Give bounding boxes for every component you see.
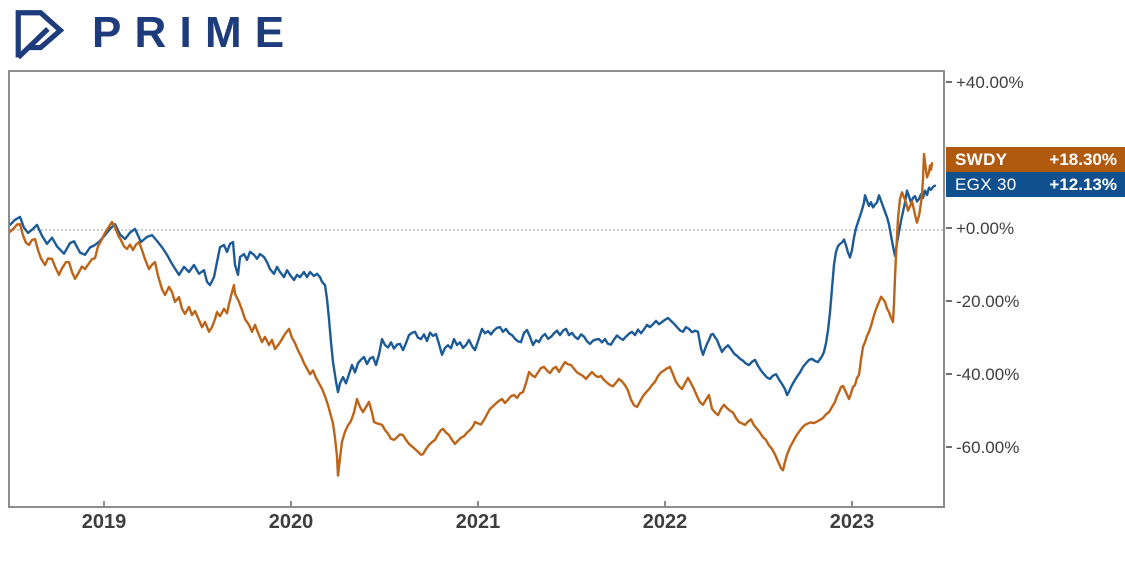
- x-axis-label: 2023: [829, 511, 875, 533]
- y-axis-tick: [946, 373, 952, 375]
- chart-plot-area[interactable]: [8, 70, 945, 508]
- series-line-egx30: [10, 184, 937, 397]
- x-axis-label: 2019: [81, 511, 127, 533]
- brand-header: PRIME: [10, 4, 297, 62]
- y-axis-tick: [946, 300, 952, 302]
- x-axis-label: 2020: [268, 511, 314, 533]
- y-axis-label: +0.00%: [956, 219, 1015, 238]
- y-axis-label: +40.00%: [956, 73, 1024, 92]
- legend-row-swdy: SWDY +18.30%: [946, 147, 1125, 172]
- series-line-swdy: [10, 152, 934, 477]
- brand-name: PRIME: [92, 8, 298, 57]
- y-axis-tick: [946, 227, 952, 229]
- price-series-lines: [10, 152, 937, 477]
- legend-row-egx30: EGX 30 +12.13%: [946, 172, 1125, 197]
- prime-logo-icon: [15, 10, 65, 59]
- x-axis-tick: [664, 501, 666, 507]
- chart-legend: SWDY +18.30% EGX 30 +12.13%: [946, 147, 1125, 197]
- y-axis-tick: [946, 446, 952, 448]
- legend-series-name: SWDY: [955, 150, 1008, 169]
- x-axis-tick: [103, 501, 105, 507]
- y-axis-label: -60.00%: [956, 438, 1020, 457]
- zero-percent-gridline: [10, 229, 943, 231]
- x-axis-tick: [290, 501, 292, 507]
- x-axis-tick: [477, 501, 479, 507]
- y-axis-tick: [946, 81, 952, 83]
- legend-series-change: +12.13%: [1049, 175, 1117, 194]
- x-axis-tick: [851, 501, 853, 507]
- legend-series-change: +18.30%: [1049, 150, 1117, 169]
- x-axis-label: 2021: [455, 511, 501, 533]
- y-axis-label: -40.00%: [956, 365, 1020, 384]
- legend-series-name: EGX 30: [955, 175, 1017, 194]
- x-axis-label: 2022: [642, 511, 688, 533]
- y-axis-label: -20.00%: [956, 292, 1020, 311]
